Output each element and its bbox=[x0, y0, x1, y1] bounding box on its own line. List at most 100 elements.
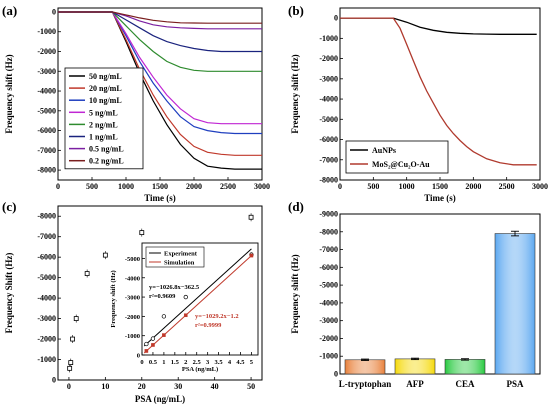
panel-a-x-axis-label: Time (s) bbox=[144, 193, 176, 203]
panel-c-ytick-label: -6000 bbox=[37, 253, 56, 262]
panel-d-ytick-label: -1000 bbox=[319, 352, 338, 361]
panel-d-bar-chart: 0 -1000 -2000 -3000 -4000 -5000 -6000 -7000 -800… bbox=[290, 210, 541, 389]
panel-c-inset-point-experiment bbox=[183, 294, 188, 300]
panel-c-x-axis-label: PSA (ng/mL) bbox=[135, 394, 185, 404]
panel-c-axes-frame bbox=[57, 205, 263, 381]
panel-b-ytick-label: -1000 bbox=[319, 34, 338, 43]
panel-c-inset-legend-label: Experiment bbox=[164, 251, 198, 258]
panel-c-inset-point-experiment bbox=[150, 336, 156, 341]
panel-b-ytick-label: -5000 bbox=[319, 115, 338, 124]
panel-c-xtick-label: 20 bbox=[138, 382, 146, 391]
panel-a-xtick-label: 3000 bbox=[254, 182, 270, 191]
panel-d-ytick-label: 0 bbox=[334, 370, 338, 379]
panel-a-legend-label: 2 ng/mL bbox=[89, 120, 118, 129]
panel-d-ytick-label: -4000 bbox=[319, 298, 338, 307]
panel-c-inset-xtick-label: 5 bbox=[250, 359, 254, 366]
panel-a-ytick-label: -5000 bbox=[37, 106, 56, 115]
panel-d-category-label: CEA bbox=[455, 379, 475, 389]
panel-a-legend-label: 20 ng/mL bbox=[89, 84, 122, 93]
panel-a-series-line bbox=[58, 11, 262, 125]
panel-b-legend-box bbox=[345, 140, 449, 174]
panel-d-bar bbox=[394, 358, 436, 375]
panel-a-legend-label: 10 ng/mL bbox=[89, 96, 122, 105]
panel-c-inset-x-label: PSA (ng/mL) bbox=[182, 366, 218, 373]
panel-a-xtick-label: 0 bbox=[56, 182, 60, 191]
panel-c-inset-point-experiment bbox=[161, 314, 167, 319]
panel-d-ytick-label: -9000 bbox=[319, 210, 338, 219]
panel-c-data-point bbox=[70, 336, 75, 342]
panel-a-legend-label: 1 ng/mL bbox=[89, 133, 118, 142]
panel-a-series-line bbox=[58, 11, 262, 170]
panel-label-c: (c) bbox=[2, 199, 16, 214]
panel-a-ytick-label: -2000 bbox=[37, 47, 56, 56]
panel-c-data-point bbox=[68, 360, 74, 366]
panel-c-inset-ytick-label: -2000 bbox=[125, 314, 140, 321]
panel-c-data-point bbox=[248, 214, 254, 220]
panel-a-xtick-label: 2000 bbox=[186, 182, 202, 191]
panel-c-ytick-label: -5000 bbox=[37, 273, 56, 282]
panel-c-inset-fit-simulation bbox=[143, 255, 252, 354]
panel-a-ytick-label: -8000 bbox=[37, 166, 56, 175]
panel-c-ytick-label: 0 bbox=[52, 376, 56, 385]
panel-d-y-axis-label: Frequency shift (Hz) bbox=[290, 254, 300, 333]
panel-c-ytick-label: -4000 bbox=[37, 294, 56, 303]
panel-b-xtick-label: 2000 bbox=[465, 182, 481, 191]
panel-a-legend-box bbox=[64, 67, 144, 170]
panel-a-series-line bbox=[58, 11, 262, 24]
panel-c-scatter-chart: 0 10 20 30 40 500-1000-2000-3000-4000-5000-60… bbox=[4, 205, 263, 404]
panel-c-ytick-label: -8000 bbox=[37, 212, 56, 221]
panel-d-axes-frame bbox=[339, 213, 541, 375]
panel-b-ytick-label: -6000 bbox=[319, 135, 338, 144]
panel-b-xtick-label: 2500 bbox=[499, 182, 515, 191]
panel-label-a: (a) bbox=[2, 3, 17, 18]
panel-a-series-line bbox=[58, 11, 262, 135]
panel-d-ytick-label: -8000 bbox=[319, 227, 338, 236]
panel-c-inset-xtick-label: 3.5 bbox=[215, 359, 224, 366]
panel-c-xtick-label: 0 bbox=[67, 382, 71, 391]
panel-d-ytick-label: -5000 bbox=[319, 281, 338, 290]
panel-c-y-axis-label: Frequency Shift (Hz) bbox=[4, 253, 14, 334]
panel-b-xtick-label: 0 bbox=[338, 182, 342, 191]
panel-a-series-line bbox=[58, 11, 262, 72]
panel-c-inset-xtick-label: 3 bbox=[206, 359, 210, 366]
panel-c-data-point bbox=[84, 271, 90, 276]
panel-b-ytick-label: -2000 bbox=[319, 54, 338, 63]
panel-a-xtick-label: 2500 bbox=[220, 182, 236, 191]
panel-a-series-line bbox=[58, 11, 262, 53]
panel-b-xtick-label: 1500 bbox=[432, 182, 448, 191]
panel-c-ytick-label: -2000 bbox=[37, 335, 56, 344]
panel-a-legend-label: 5 ng/mL bbox=[89, 108, 118, 117]
panel-b-ytick-label: -8000 bbox=[319, 176, 338, 185]
panel-a-y-axis-label: Frequency shift (Hz) bbox=[4, 54, 14, 133]
panel-c-data-point bbox=[102, 252, 108, 258]
panel-c-inset-equation-experiment: y=−1026.8x−362.5 bbox=[149, 284, 200, 291]
panel-d-bar bbox=[494, 233, 536, 375]
panel-c-inset-legend-label: Simulation bbox=[164, 260, 195, 267]
panel-c-inset-xtick-label: 0.5 bbox=[149, 359, 158, 366]
panel-b-ytick-label: 0 bbox=[334, 14, 338, 23]
panel-b-series-line bbox=[340, 17, 537, 35]
panel-c-inset-ytick-label: 0 bbox=[137, 353, 140, 360]
panel-d-bar bbox=[344, 359, 386, 375]
panel-b-y-axis-label: Frequency shift (Hz) bbox=[290, 54, 300, 133]
panel-c-inset-fit-experiment bbox=[143, 248, 252, 347]
panel-d-category-label: AFP bbox=[406, 379, 424, 389]
panel-a-ytick-label: -3000 bbox=[37, 67, 56, 76]
panel-c-inset-point-experiment bbox=[144, 341, 149, 347]
panel-a-ytick-label: -7000 bbox=[37, 146, 56, 155]
panel-b-xtick-label: 1000 bbox=[399, 182, 415, 191]
panel-a-legend-label: 0.5 ng/mL bbox=[89, 145, 124, 154]
panel-c-inset-xtick-label: 2 bbox=[184, 359, 187, 366]
panel-c-ytick-label: -1000 bbox=[37, 355, 56, 364]
panel-c-xtick-label: 40 bbox=[211, 382, 219, 391]
panel-c-inset-xtick-label: 4.5 bbox=[236, 359, 245, 366]
panel-c-xtick-label: 10 bbox=[101, 382, 109, 391]
panel-c-inset-xtick-label: 4 bbox=[228, 359, 232, 366]
panel-a-xtick-label: 1500 bbox=[152, 182, 168, 191]
panel-a-ytick-label: 0 bbox=[52, 7, 56, 16]
panel-d-ytick-label: -2000 bbox=[319, 334, 338, 343]
panel-a-ytick-label: -4000 bbox=[37, 87, 56, 96]
panel-c-inset-y-label: Frequency shift (Hz) bbox=[110, 270, 117, 327]
panel-a-ytick-label: -1000 bbox=[37, 27, 56, 36]
panel-a-ytick-label: -6000 bbox=[37, 126, 56, 135]
